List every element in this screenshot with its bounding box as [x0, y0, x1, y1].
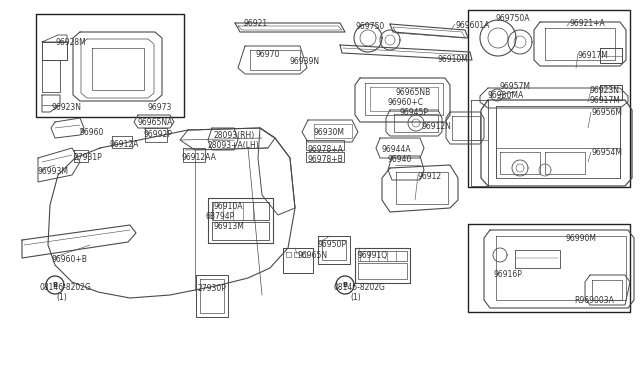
Text: 96960+C: 96960+C	[388, 98, 424, 107]
Text: 96923N: 96923N	[590, 86, 620, 95]
Text: 96939N: 96939N	[290, 57, 320, 66]
Text: 96950P: 96950P	[318, 240, 347, 249]
Text: 28093+A(LH): 28093+A(LH)	[207, 141, 259, 150]
Text: 96970: 96970	[255, 50, 280, 59]
Text: 96912AA: 96912AA	[182, 153, 217, 162]
Text: 96965NA: 96965NA	[137, 118, 172, 127]
Text: 96910M: 96910M	[438, 55, 469, 64]
Text: 969750A: 969750A	[495, 14, 529, 23]
Text: 96921+A: 96921+A	[570, 19, 605, 28]
Text: 96978+A: 96978+A	[307, 145, 343, 154]
Text: 96992P: 96992P	[143, 130, 172, 139]
Text: B: B	[52, 282, 58, 288]
Text: 96965N: 96965N	[297, 251, 327, 260]
Text: 96973: 96973	[148, 103, 172, 112]
Text: (1): (1)	[56, 293, 67, 302]
Text: 96917M: 96917M	[590, 96, 621, 105]
Text: 96960: 96960	[80, 128, 104, 137]
Text: 96990M: 96990M	[566, 234, 597, 243]
Text: 96923N: 96923N	[52, 103, 82, 112]
Text: 96921: 96921	[243, 19, 267, 28]
Text: 27931P: 27931P	[74, 153, 103, 162]
Text: R969003A: R969003A	[574, 296, 614, 305]
Text: 96912N: 96912N	[422, 122, 452, 131]
Text: 96944A: 96944A	[382, 145, 412, 154]
Text: 96910A: 96910A	[214, 202, 243, 211]
Text: 96945P: 96945P	[400, 108, 429, 117]
Text: 96993M: 96993M	[38, 167, 69, 176]
Text: B: B	[342, 282, 348, 288]
Text: 96940: 96940	[387, 155, 412, 164]
Text: 96928M: 96928M	[55, 38, 86, 47]
Text: (1): (1)	[350, 293, 361, 302]
Text: 96916P: 96916P	[493, 270, 522, 279]
Text: 96912A: 96912A	[109, 140, 138, 149]
Text: 96954M: 96954M	[591, 148, 622, 157]
Text: 96930MA: 96930MA	[488, 91, 524, 100]
Text: 96960+B: 96960+B	[52, 255, 88, 264]
Text: 08146-8202G: 08146-8202G	[333, 283, 385, 292]
Text: 96978+B: 96978+B	[307, 155, 343, 164]
Text: 96957M: 96957M	[500, 82, 531, 91]
Text: 96991Q: 96991Q	[358, 251, 388, 260]
Text: 96913M: 96913M	[214, 222, 245, 231]
Text: 28093(RH): 28093(RH)	[213, 131, 254, 140]
Text: 96912: 96912	[418, 172, 442, 181]
Text: 96956M: 96956M	[591, 108, 622, 117]
Text: 969601A: 969601A	[455, 21, 490, 30]
Text: 08146-8202G: 08146-8202G	[40, 283, 92, 292]
Text: 96917M: 96917M	[578, 51, 609, 60]
Text: 96930M: 96930M	[313, 128, 344, 137]
Text: 27930P: 27930P	[198, 284, 227, 293]
Text: 96965NB: 96965NB	[395, 88, 430, 97]
Text: 969750: 969750	[355, 22, 384, 31]
Text: 6B794P: 6B794P	[206, 212, 236, 221]
